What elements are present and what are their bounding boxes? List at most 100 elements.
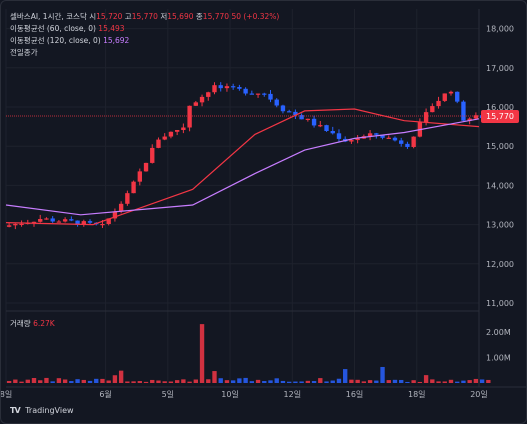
volume-bar bbox=[355, 379, 360, 383]
volume-bar bbox=[19, 381, 24, 383]
volume-label: 거래량 bbox=[10, 319, 31, 328]
candle-body bbox=[318, 125, 323, 127]
candle-body bbox=[38, 219, 43, 222]
volume-bar bbox=[94, 378, 99, 383]
candle-body bbox=[268, 93, 273, 100]
chart-legend: 셀바스AI, 1시간, 코스닥 시15,720 고15,770 저15,690 … bbox=[10, 11, 279, 59]
candle-body bbox=[187, 105, 192, 128]
candle-body bbox=[405, 143, 410, 147]
x-tick-label: 5일 bbox=[162, 390, 174, 399]
candle-body bbox=[355, 138, 360, 141]
y-tick-label: 12,000 bbox=[486, 260, 514, 269]
volume-bar bbox=[268, 380, 273, 383]
volume-bar bbox=[224, 380, 230, 383]
volume-bar bbox=[156, 380, 161, 383]
candle-body bbox=[243, 88, 248, 94]
volume-bar bbox=[455, 381, 460, 383]
volume-bar bbox=[25, 379, 30, 383]
candle-body bbox=[311, 118, 317, 126]
volume-bar bbox=[336, 378, 342, 383]
candle-body bbox=[293, 111, 298, 116]
volume-bar bbox=[311, 381, 317, 383]
candle-body bbox=[106, 218, 111, 224]
volume-bar bbox=[137, 381, 142, 383]
candle-body bbox=[100, 223, 105, 226]
ma60-line bbox=[5, 108, 480, 226]
candle-body bbox=[237, 87, 242, 89]
volume-bar bbox=[249, 381, 255, 383]
volume-bar bbox=[81, 379, 86, 383]
legend-symbol[interactable]: 셀바스AI, 1시간, 코스닥 bbox=[10, 12, 87, 21]
candle-body bbox=[212, 85, 217, 93]
volume-bar bbox=[118, 370, 124, 383]
candle-body bbox=[50, 218, 55, 222]
volume-bar bbox=[106, 380, 111, 383]
volume-bar bbox=[467, 380, 472, 383]
volume-bar bbox=[280, 380, 286, 383]
legend-ma60-value: 15,493 bbox=[98, 24, 125, 33]
x-tick-label: 8일 bbox=[1, 390, 12, 399]
candle-body bbox=[199, 96, 205, 103]
legend-close: 15,770 bbox=[202, 12, 230, 21]
legend-ma120-label: 이동평균선 (120, close, 0) bbox=[10, 36, 101, 45]
candle-body bbox=[436, 100, 441, 107]
volume-bar bbox=[174, 380, 180, 383]
candle-body bbox=[87, 221, 93, 223]
volume-bar bbox=[386, 380, 391, 383]
candle-body bbox=[442, 93, 447, 101]
legend-high: 15,770 bbox=[131, 12, 158, 21]
y-tick-label: 18,000 bbox=[486, 25, 514, 34]
volume-bar bbox=[150, 379, 155, 383]
candle-body bbox=[367, 133, 373, 137]
candle-body bbox=[69, 219, 74, 221]
candle-body bbox=[230, 86, 236, 88]
volume-bar bbox=[442, 381, 447, 383]
volume-tick-label: 2.00M bbox=[486, 328, 511, 337]
candle-body bbox=[299, 115, 304, 120]
volume-bar bbox=[187, 381, 192, 383]
tradingview-footer[interactable]: TV TradingView bbox=[10, 406, 74, 415]
volume-bar bbox=[125, 381, 130, 383]
volume-bar bbox=[399, 379, 404, 383]
candle-body bbox=[224, 86, 230, 89]
legend-high-label: 고 bbox=[124, 12, 132, 21]
volume-bar bbox=[274, 378, 279, 383]
legend-ma120-row[interactable]: 이동평균선 (120, close, 0) 15,692 bbox=[10, 35, 279, 47]
volume-bar bbox=[318, 378, 323, 383]
y-tick-label: 14,000 bbox=[486, 181, 514, 190]
volume-bar bbox=[212, 371, 217, 383]
legend-open-label: 시 bbox=[89, 12, 97, 21]
candle-body bbox=[193, 102, 199, 106]
volume-bar bbox=[305, 380, 311, 383]
candle-body bbox=[330, 131, 335, 134]
candle-body bbox=[380, 134, 385, 138]
legend-prev-close-label: 전일종가 bbox=[10, 48, 38, 57]
volume-bar bbox=[69, 381, 74, 383]
volume-bar bbox=[38, 380, 43, 383]
legend-open: 15,720 bbox=[96, 12, 123, 21]
candle-body bbox=[131, 181, 136, 194]
volume-bar bbox=[168, 381, 174, 383]
candle-body bbox=[467, 118, 472, 121]
candle-body bbox=[31, 221, 37, 224]
volume-bar bbox=[380, 366, 385, 383]
volume-bar bbox=[417, 381, 423, 383]
volume-bar bbox=[374, 380, 379, 383]
x-tick-label: 16일 bbox=[346, 390, 364, 399]
volume-bar bbox=[237, 378, 242, 383]
tradingview-brand: TradingView bbox=[25, 406, 74, 415]
legend-ma60-row[interactable]: 이동평균선 (60, close, 0) 15,493 bbox=[10, 23, 279, 35]
candle-body bbox=[392, 137, 398, 141]
volume-bar bbox=[131, 381, 136, 383]
legend-ohlc-row: 셀바스AI, 1시간, 코스닥 시15,720 고15,770 저15,690 … bbox=[10, 11, 279, 23]
legend-prev-close-row[interactable]: 전일종가 bbox=[10, 47, 279, 59]
candle-body bbox=[56, 221, 62, 223]
y-tick-label: 16,000 bbox=[486, 103, 514, 112]
volume-legend[interactable]: 거래량 6.27K bbox=[10, 318, 55, 329]
candle-body bbox=[448, 91, 454, 94]
volume-bar bbox=[405, 381, 410, 383]
candle-body bbox=[399, 140, 404, 144]
candle-body bbox=[118, 203, 124, 212]
x-tick-label: 18일 bbox=[408, 390, 426, 399]
